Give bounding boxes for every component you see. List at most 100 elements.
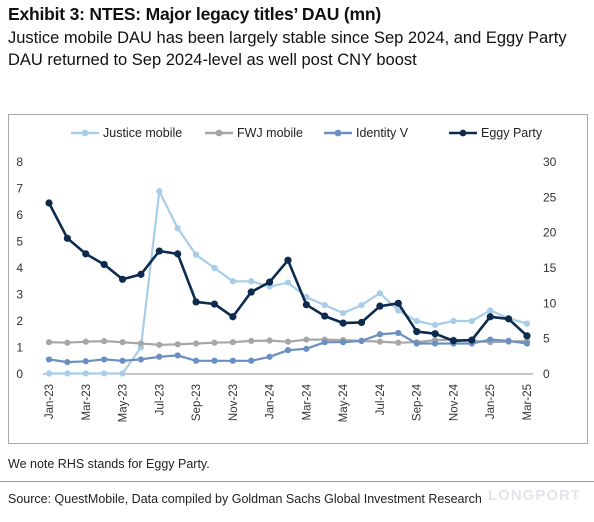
fwj-mobile-point [284,338,292,345]
identity-v-point [340,339,347,346]
x-tick-label: Jul-24 [375,383,387,415]
justice-mobile-point [211,264,218,272]
y-left-tick-label: 5 [16,235,23,249]
exhibit-subtitle: Justice mobile DAU has been largely stab… [8,29,567,69]
eggy-party-point [100,260,108,269]
identity-v-point [229,357,236,364]
identity-v-point [505,337,512,344]
fwj-mobile-legend-label: FWJ mobile [237,126,303,140]
identity-v-point [174,352,181,359]
justice-mobile-point [192,251,200,258]
identity-v-point [82,358,89,365]
eggy-party-point [45,199,53,207]
justice-mobile-point [376,290,384,297]
x-tick-label: Nov-23 [228,384,240,421]
fwj-mobile-point [64,339,71,346]
eggy-party-point [229,313,237,321]
eggy-party-point [63,234,71,242]
justice-mobile-point [468,317,475,325]
justice-mobile-point [284,279,292,286]
fwj-mobile-point [248,337,255,344]
identity-v-point [137,356,145,363]
y-right-tick-label: 30 [543,155,557,169]
eggy-party-point [413,328,421,336]
eggy-party-point [82,250,90,258]
fwj-mobile-point [101,338,108,345]
justice-mobile-point [229,278,236,285]
y-right-tick-label: 5 [543,332,550,346]
y-left-tick-label: 3 [16,288,23,302]
fwj-mobile-point [211,339,218,346]
justice-mobile-point [395,307,402,314]
y-left-tick-label: 1 [16,341,23,355]
justice-mobile-point [523,320,531,327]
x-tick-label: Jul-23 [154,384,166,415]
eggy-party-point [431,330,439,338]
y-right-tick-label: 10 [543,296,557,310]
x-tick-label: May-23 [118,384,130,422]
justice-mobile-point [156,188,163,195]
identity-v-point [101,356,108,363]
justice-mobile-legend-marker [81,129,89,137]
legend: Justice mobile FWJ mobile Identity V Eggy P… [71,126,543,140]
eggy-party-point [486,313,494,321]
line-chart: Justice mobile FWJ mobile Identity V Eggy P… [16,126,557,422]
identity-v-point [248,357,255,364]
y-right-tick-label: 25 [543,190,557,204]
identity-v-legend-marker [334,129,342,137]
justice-mobile-point [413,317,420,325]
fwj-mobile-legend-marker [215,129,223,137]
identity-v-point [303,345,310,352]
x-tick-label: Mar-23 [81,384,93,420]
eggy-party-point [394,299,402,307]
identity-v-point [487,336,494,343]
identity-v-point [211,357,218,364]
fwj-mobile-point [395,339,402,346]
justice-mobile-point [45,370,53,377]
identity-v-point [413,340,420,347]
y-left-tick-label: 6 [16,208,23,222]
identity-v-point [395,329,402,337]
exhibit-title: Exhibit 3: NTES: Major legacy titles’ DA… [8,4,381,24]
fwj-mobile-point [192,340,200,347]
justice-mobile-point [487,307,494,314]
eggy-party-point [118,275,127,283]
x-tick-label: Sep-24 [412,383,424,421]
x-tick-label: Mar-25 [522,384,534,420]
identity-v-point [45,356,53,363]
eggy-party-point [210,300,219,308]
x-tick-label: Sep-23 [191,384,203,421]
eggy-party-point [376,302,384,310]
fwj-mobile-point [137,340,145,347]
divider [0,481,594,482]
y-left-tick-label: 0 [16,367,23,381]
eggy-party-point [449,337,458,345]
eggy-party-point [247,288,255,296]
x-tick-label: Jan-24 [265,383,277,419]
eggy-party-point [321,312,329,320]
fwj-mobile-point [376,338,384,345]
identity-v-point [266,353,273,360]
eggy-party-point [357,318,366,327]
eggy-party-point [523,332,531,340]
eggy-party-point [284,256,292,264]
fwj-mobile-point [174,341,181,348]
identity-v-point [431,340,439,347]
eggy-party-point [468,336,476,344]
justice-mobile-point [248,278,255,285]
eggy-party-point [174,250,182,258]
x-tick-label: Nov-24 [448,383,460,421]
source-line: Source: QuestMobile, Data compiled by Go… [8,492,482,506]
identity-v-point [64,358,71,366]
eggy-party-point [339,319,347,327]
justice-mobile-legend-label: Justice mobile [103,126,182,140]
footnote: We note RHS stands for Eggy Party. [8,457,210,471]
chart-frame: Justice mobile FWJ mobile Identity V Eggy P… [8,114,588,444]
x-tick-label: May-24 [338,383,350,422]
watermark: LONGPORT [488,487,581,504]
justice-mobile-point [321,302,328,309]
y-right-tick-label: 20 [543,226,557,240]
identity-v-point [321,339,328,346]
eggy-party-point [266,278,274,286]
justice-mobile-point [358,302,365,309]
